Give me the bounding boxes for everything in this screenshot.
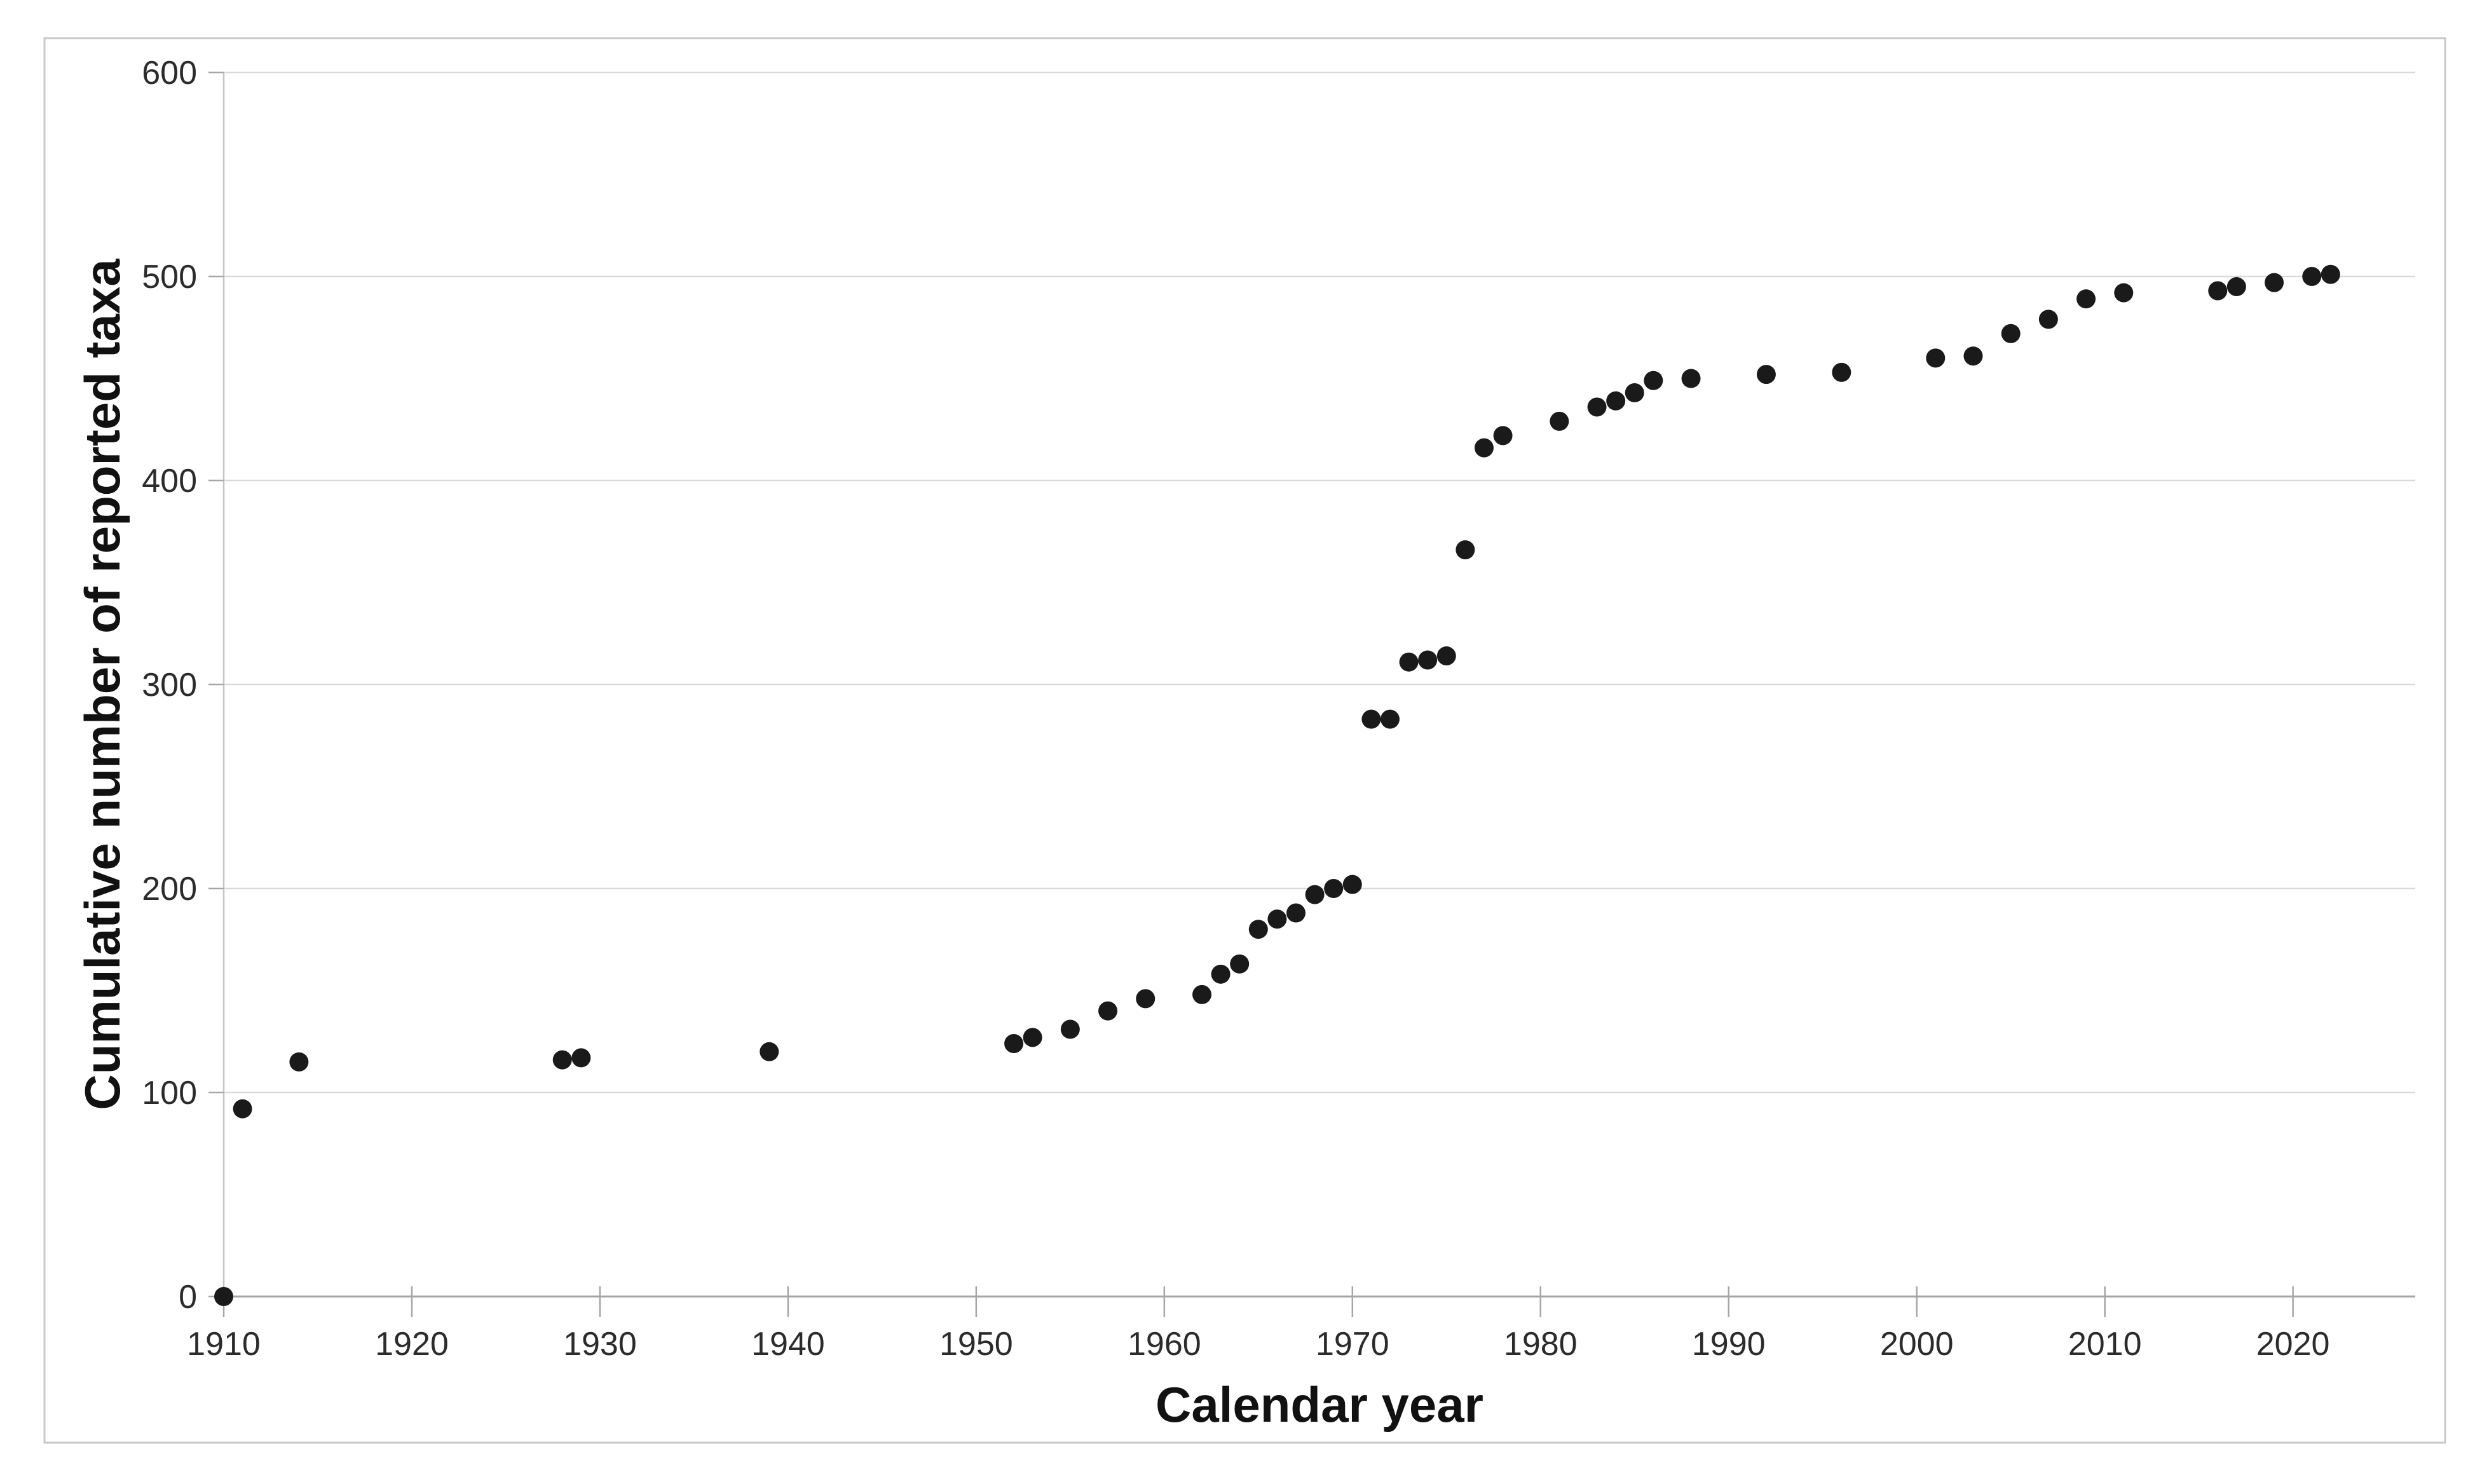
data-point [1060,1019,1080,1039]
gridlines [224,71,2415,1094]
data-point [1832,362,1851,382]
data-point [2226,277,2246,297]
data-point [1136,989,1156,1009]
data-point [1926,348,1946,368]
data-point [1644,371,1663,390]
data-point [1606,391,1626,411]
data-point [1305,885,1325,904]
data-point [1625,383,1644,402]
data-point [1211,964,1231,984]
y-tick-label: 500 [142,259,197,296]
data-point [1098,1001,1118,1021]
data-point [1756,365,1776,385]
data-point [1023,1028,1042,1047]
data-point [1399,652,1419,672]
x-tick-label: 1980 [1504,1326,1578,1363]
y-tick-label: 300 [142,667,197,704]
figure-border [43,37,2446,1444]
data-point [2114,283,2134,303]
x-tick-label: 1940 [751,1326,825,1363]
y-tick-label: 400 [142,463,197,500]
data-point [1004,1033,1024,1053]
y-tick-label: 600 [142,55,197,92]
data-point [1342,875,1362,894]
tick-labels: 0 100 200 300 400 500 600 1910 1920 1930 1940 1950 1… [142,55,2329,1363]
x-tick-label: 2020 [2256,1326,2330,1363]
y-tick-label: 200 [142,871,197,908]
data-point [233,1099,252,1119]
data-point [1361,709,1381,729]
x-tick-label: 1970 [1316,1326,1389,1363]
y-axis-title: Cumulative number of reported taxa [74,259,130,1110]
data-point [1192,984,1212,1004]
tick-marks [208,71,2294,1317]
data-points [214,264,2340,1306]
data-point [2302,267,2322,286]
data-point [1324,879,1344,898]
data-point [1681,369,1701,388]
data-point [552,1050,572,1070]
data-point [214,1287,233,1306]
x-tick-label: 1920 [375,1326,449,1363]
data-point [289,1052,309,1072]
x-tick-label: 2000 [1880,1326,1954,1363]
data-point [1963,346,1983,366]
data-point [2265,273,2284,292]
x-axis-title: Calendar year [1156,1377,1483,1433]
data-point [1418,650,1438,670]
data-point [1436,646,1456,666]
data-point [2208,281,2228,301]
data-point [1286,903,1306,923]
y-tick-label: 0 [179,1279,197,1316]
data-point [1474,438,1494,458]
data-point [1380,709,1400,729]
data-point [2038,310,2058,329]
data-point [2076,289,2096,309]
data-point [760,1042,779,1061]
x-tick-label: 1950 [939,1326,1013,1363]
data-point [1587,397,1607,417]
y-tick-label: 100 [142,1075,197,1112]
data-point [1230,954,1250,974]
data-point [2321,264,2340,284]
x-tick-label: 1910 [187,1326,261,1363]
x-tick-label: 1960 [1128,1326,1201,1363]
data-point [1550,411,1569,431]
data-point [1456,540,1475,560]
x-tick-label: 2010 [2068,1326,2142,1363]
x-tick-label: 1990 [1692,1326,1766,1363]
data-point [2001,323,2021,343]
x-tick-label: 1930 [563,1326,637,1363]
data-point [571,1048,591,1068]
data-point [1248,920,1268,939]
data-point [1267,909,1287,929]
data-point [1493,426,1513,446]
